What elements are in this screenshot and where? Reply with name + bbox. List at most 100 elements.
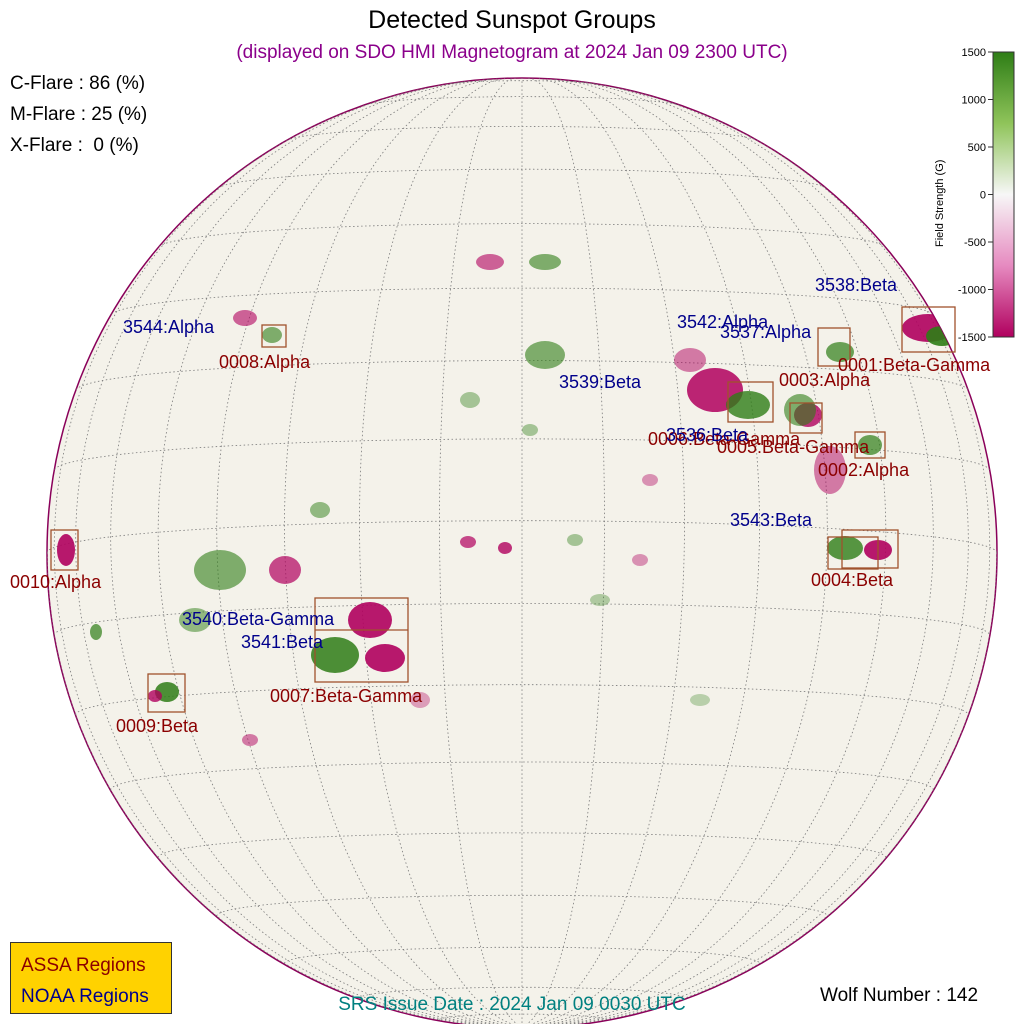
- colorbar-tick-label: 0: [980, 190, 986, 202]
- region-box: [854, 431, 886, 459]
- colorbar: 1500 1000 500 0 -500 -1000 -1500 Field Strengt…: [934, 47, 1015, 344]
- field-patch: [460, 392, 480, 408]
- colorbar-tick-label: 500: [968, 142, 986, 154]
- field-patch: [179, 608, 211, 632]
- colorbar-tick-label: 1000: [962, 95, 986, 107]
- field-patch: [814, 446, 846, 494]
- region-box: [841, 529, 899, 569]
- grid-line: [359, 986, 685, 999]
- field-patch: [567, 534, 583, 546]
- legend-noaa: NOAA Regions: [21, 986, 149, 1007]
- region-box: [261, 324, 287, 348]
- assa-region-label: 0003:Alpha: [779, 370, 871, 390]
- field-patch: [410, 692, 430, 708]
- colorbar-tick-label: -500: [964, 237, 986, 249]
- field-patch: [242, 734, 258, 746]
- grid-line: [439, 78, 523, 1024]
- field-patch: [262, 327, 282, 343]
- field-patch: [827, 536, 863, 560]
- grid-line: [521, 552, 997, 1024]
- field-patch: [529, 254, 561, 270]
- region-box: [50, 529, 79, 571]
- region-box: [314, 597, 409, 683]
- field-patch: [476, 254, 504, 270]
- noaa-region-label: 3541:Beta: [241, 632, 324, 652]
- field-patch: [311, 637, 359, 673]
- region-box: [901, 306, 956, 353]
- assa-region-label: 0001:Beta-Gamma: [838, 355, 991, 375]
- colorbar-tick-label: -1000: [958, 285, 986, 297]
- region-box: [817, 327, 851, 367]
- assa-region-label: 0004:Beta: [811, 570, 894, 590]
- grid-line: [521, 78, 760, 1024]
- grid-line: [521, 86, 969, 1024]
- m-flare-probability: M-Flare : 25 (%): [10, 104, 148, 125]
- assa-region-label: 0005:Beta-Gamma: [717, 437, 870, 457]
- colorbar-tick-label: -1500: [958, 332, 986, 344]
- grid-line: [47, 552, 523, 1024]
- grid-line: [359, 78, 523, 1024]
- field-patch: [233, 310, 257, 326]
- grid-line: [75, 86, 523, 1024]
- grid-line: [75, 360, 969, 391]
- field-patch: [90, 624, 102, 640]
- field-patch: [826, 342, 854, 362]
- field-patch: [784, 394, 816, 426]
- grid-line: [218, 168, 826, 189]
- field-patch: [926, 326, 958, 346]
- field-patch: [690, 694, 710, 706]
- field-patch: [460, 536, 476, 548]
- field-patch: [498, 542, 512, 554]
- wolf-number: Wolf Number : 142: [820, 985, 979, 1006]
- assa-region-label: 0008:Alpha: [219, 352, 311, 372]
- field-patch: [148, 690, 162, 702]
- grid-line: [446, 80, 598, 85]
- grid-line: [216, 894, 828, 917]
- field-patch: [525, 341, 565, 369]
- noaa-region-label: 3542:Alpha: [677, 312, 769, 332]
- x-flare-probability: X-Flare : 0 (%): [10, 135, 139, 156]
- field-patch: [348, 602, 392, 638]
- colorbar-tick-label: 1500: [962, 47, 986, 59]
- grid-line: [521, 78, 605, 1024]
- field-patch: [590, 594, 610, 606]
- noaa-region-label: 3543:Beta: [730, 510, 813, 530]
- region-box: [147, 673, 186, 713]
- assa-region-label: 0010:Alpha: [10, 572, 102, 592]
- noaa-region-label: 3544:Alpha: [123, 317, 215, 337]
- page-subtitle: (displayed on SDO HMI Magnetogram at 202…: [236, 42, 788, 63]
- grid-line: [53, 603, 991, 636]
- field-patch: [726, 391, 770, 419]
- region-labels: 0001:Beta-Gamma 0002:Alpha 0003:Alpha 0004:…: [10, 275, 991, 736]
- assa-region-label: 0007:Beta-Gamma: [270, 686, 423, 706]
- assa-region-label: 0009:Beta: [116, 716, 199, 736]
- field-patch: [858, 435, 882, 455]
- field-patch: [642, 474, 658, 486]
- field-patch: [522, 424, 538, 436]
- c-flare-probability: C-Flare : 86 (%): [10, 73, 146, 94]
- noaa-region-label: 3537:Alpha: [720, 322, 812, 342]
- field-patch: [674, 348, 706, 372]
- grid-line: [521, 78, 685, 1024]
- assa-region-label: 0006:Beta-Gamma: [648, 429, 801, 449]
- noaa-region-label: 3539:Beta: [559, 372, 642, 392]
- grid-line: [75, 684, 969, 716]
- page-title: Detected Sunspot Groups: [368, 6, 656, 34]
- field-patch: [269, 556, 301, 584]
- region-box: [827, 536, 879, 570]
- grid-line: [53, 111, 523, 1024]
- field-patch: [57, 534, 75, 566]
- grid-line: [158, 223, 886, 248]
- region-box: [727, 381, 774, 423]
- noaa-region-label: 3538:Beta: [815, 275, 898, 295]
- colorbar-gradient: [992, 51, 1015, 338]
- noaa-region-label: 3536:Beta: [666, 425, 749, 445]
- colorbar-title: Field Strength (G): [934, 160, 946, 247]
- legend-assa: ASSA Regions: [21, 955, 146, 976]
- grid-line: [284, 78, 523, 1024]
- heliographic-grid: [47, 78, 997, 1024]
- region-boxes: [50, 306, 956, 713]
- region-box: [789, 402, 823, 434]
- field-patch: [194, 550, 246, 590]
- assa-region-label: 0002:Alpha: [818, 460, 910, 480]
